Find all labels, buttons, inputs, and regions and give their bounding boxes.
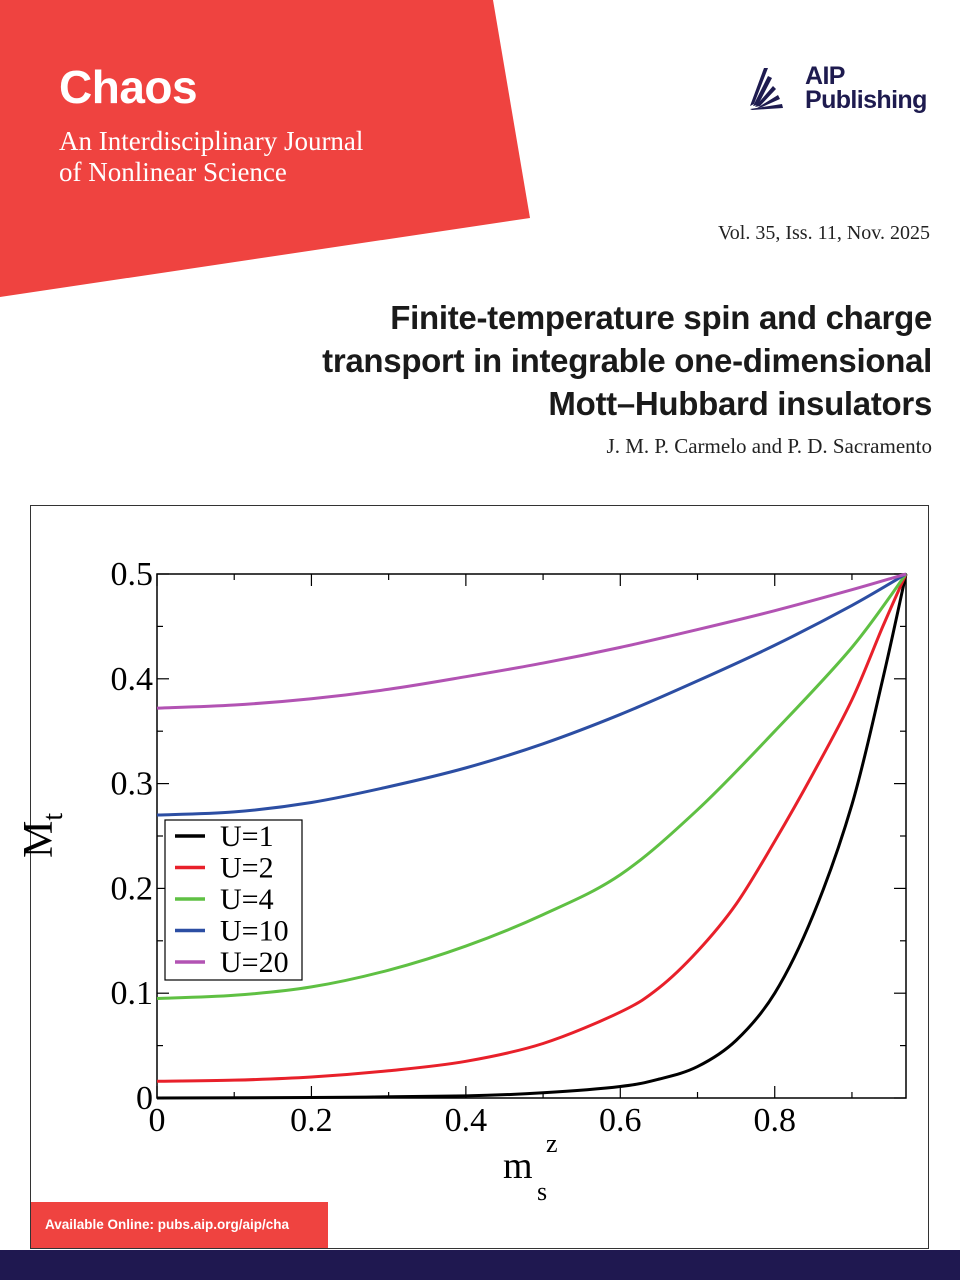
x-tick-label: 0.8: [753, 1102, 796, 1139]
legend-label: U=1: [220, 820, 274, 853]
journal-title: Chaos: [59, 61, 198, 113]
x-tick-label: 0.4: [445, 1102, 488, 1139]
article-title-line3: Mott–Hubbard insulators: [548, 385, 932, 422]
issue-info: Vol. 35, Iss. 11, Nov. 2025: [717, 222, 930, 244]
article-title-line1: Finite-temperature spin and charge: [390, 299, 932, 336]
series-line-u-2: [156, 573, 908, 1083]
figure-frame: [30, 505, 929, 1249]
x-tick-label: 0: [149, 1102, 166, 1139]
series-line-u-20: [156, 572, 907, 710]
y-tick-label: 0.5: [111, 556, 154, 593]
journal-subtitle-line1: An Interdisciplinary Journal: [59, 126, 364, 156]
red-banner-shape: [0, 0, 530, 297]
chart-axes: 0 0.2 0.4 0.6 0.8 0 0.1 0.2 0.3 0.4 0.5: [111, 556, 907, 1139]
series-line-u-4: [156, 573, 908, 1000]
legend-label: U=4: [220, 883, 274, 916]
y-tick-label: 0.4: [111, 661, 154, 698]
x-tick-label: 0.6: [599, 1102, 642, 1139]
authors: J. M. P. Carmelo and P. D. Sacramento: [606, 434, 932, 458]
aip-logo-icon: [750, 68, 783, 110]
journal-subtitle: An Interdisciplinary Journal of Nonlinea…: [59, 126, 363, 188]
legend-label: U=20: [220, 946, 289, 979]
article-title: Finite-temperature spin and charge trans…: [212, 296, 932, 425]
y-tick-label: 0: [136, 1080, 153, 1117]
chart-lines: [156, 572, 908, 1100]
y-tick-label: 0.1: [111, 975, 154, 1012]
legend-label: U=10: [220, 915, 289, 948]
series-line-u-10: [156, 572, 907, 817]
aip-publishing-logo: AIP Publishing: [748, 64, 938, 116]
journal-subtitle-line2: of Nonlinear Science: [59, 157, 287, 187]
publisher-name: AIP Publishing: [805, 62, 927, 114]
y-tick-label: 0.3: [111, 766, 154, 803]
publisher-line1: AIP: [805, 62, 845, 90]
available-online-link[interactable]: Available Online: pubs.aip.org/aip/cha: [31, 1202, 328, 1248]
x-axis-label: msz: [503, 1129, 558, 1206]
series-line-u-1: [156, 573, 908, 1100]
publisher-line2: Publishing: [805, 86, 927, 114]
x-tick-label: 0.2: [290, 1102, 333, 1139]
article-title-line2: transport in integrable one-dimensional: [322, 342, 932, 379]
footer-bar: [0, 1250, 960, 1280]
y-axis-label: Mt: [16, 813, 69, 858]
legend-label: U=2: [220, 852, 274, 885]
y-tick-label: 0.2: [111, 870, 154, 907]
chart-legend: U=1U=2U=4U=10U=20: [164, 819, 303, 981]
